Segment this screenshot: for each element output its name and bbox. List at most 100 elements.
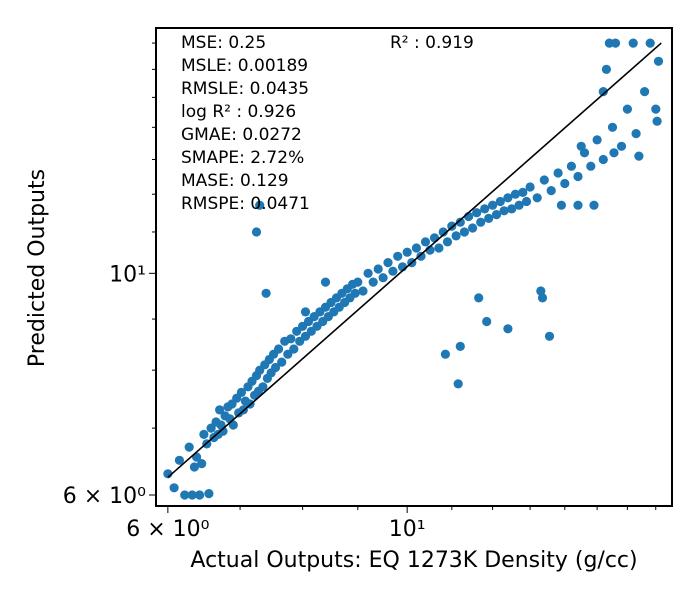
data-point [645, 38, 655, 48]
data-point [573, 200, 583, 210]
data-point [468, 223, 478, 233]
data-point [289, 344, 299, 354]
metric-line: MASE: 0.129 [181, 171, 289, 191]
data-point [484, 213, 494, 223]
data-point [434, 243, 444, 253]
data-point [539, 175, 549, 185]
metric-line: MSLE: 0.00189 [181, 56, 308, 76]
metric-line: MSE: 0.25 [181, 33, 266, 53]
data-point [358, 286, 368, 296]
data-point [251, 227, 262, 237]
data-point [607, 122, 618, 132]
scatter-points [163, 38, 664, 500]
data-point [353, 277, 363, 287]
data-point [525, 182, 535, 192]
data-point [622, 104, 633, 114]
y-axis-title: Predicted Outputs [25, 169, 50, 367]
data-point [442, 237, 453, 247]
data-point [651, 104, 661, 114]
data-point [652, 116, 662, 126]
data-point [589, 200, 599, 210]
data-point [556, 200, 567, 210]
data-point [544, 331, 555, 341]
data-point [482, 316, 492, 327]
data-point [510, 189, 520, 199]
data-point [653, 56, 664, 66]
data-point [598, 87, 608, 97]
data-point [560, 178, 570, 189]
metric-line: log R² : 0.926 [181, 102, 296, 122]
data-point [420, 237, 431, 247]
data-point [634, 151, 644, 161]
data-point [472, 208, 482, 218]
data-point [300, 307, 311, 317]
metric-line: SMAPE: 2.72% [181, 148, 304, 168]
metric-line: RMSLE: 0.0435 [181, 79, 309, 99]
data-point [628, 38, 638, 48]
data-point [393, 251, 403, 261]
data-point [373, 264, 383, 274]
data-point [553, 168, 563, 178]
data-point [576, 141, 586, 151]
data-point [274, 344, 284, 354]
data-point [518, 187, 528, 197]
data-point [566, 161, 577, 171]
data-point [453, 379, 463, 389]
data-point [169, 483, 179, 493]
data-point [573, 171, 583, 182]
data-point [363, 268, 373, 278]
data-point [416, 251, 426, 261]
data-point [532, 193, 542, 203]
y-tick-label: 10¹ [109, 262, 146, 287]
metrics-list: MSE: 0.25 MSLE: 0.00189 RMSLE: 0.0435 log R… [181, 33, 310, 214]
data-point [536, 286, 546, 296]
data-point [368, 277, 378, 287]
data-point [388, 266, 398, 276]
data-point [495, 196, 505, 207]
data-point [215, 405, 225, 415]
data-point [218, 426, 228, 436]
data-point [199, 429, 209, 439]
data-point [488, 200, 498, 210]
x-tick-label: 10¹ [389, 517, 426, 542]
data-point [610, 38, 621, 48]
r2-metric: R² : 0.919 [390, 33, 474, 53]
data-point [455, 217, 465, 227]
data-point [640, 87, 650, 97]
data-point [184, 442, 194, 452]
data-point [514, 200, 524, 210]
data-point [455, 341, 465, 351]
data-point [378, 273, 388, 283]
data-point [440, 349, 450, 359]
data-point [270, 362, 281, 373]
x-axis-title: Actual Outputs: EQ 1273K Density (g/cc) [190, 548, 637, 573]
data-point [499, 206, 509, 216]
data-point [277, 357, 287, 367]
axis-ticks: 6 × 10⁰ 10¹ 6 × 10⁰ 10¹ [63, 42, 657, 542]
data-point [474, 293, 484, 303]
data-point [476, 217, 486, 227]
data-point [204, 489, 214, 499]
data-point [258, 382, 268, 392]
data-point [383, 258, 393, 268]
data-point [402, 247, 412, 257]
data-point [537, 293, 548, 303]
fit-line [167, 42, 662, 478]
data-point [283, 349, 293, 359]
data-point [197, 459, 207, 469]
data-point [480, 204, 490, 214]
data-point [320, 277, 331, 287]
data-point [521, 196, 532, 207]
data-point [411, 243, 421, 253]
data-point [631, 129, 641, 139]
data-point [503, 193, 513, 203]
data-point [438, 227, 448, 237]
data-point [261, 288, 271, 298]
data-point [189, 462, 199, 472]
data-point [507, 204, 517, 214]
data-point [609, 148, 619, 158]
data-point [350, 288, 360, 298]
data-point [601, 64, 612, 74]
data-point [180, 490, 190, 500]
